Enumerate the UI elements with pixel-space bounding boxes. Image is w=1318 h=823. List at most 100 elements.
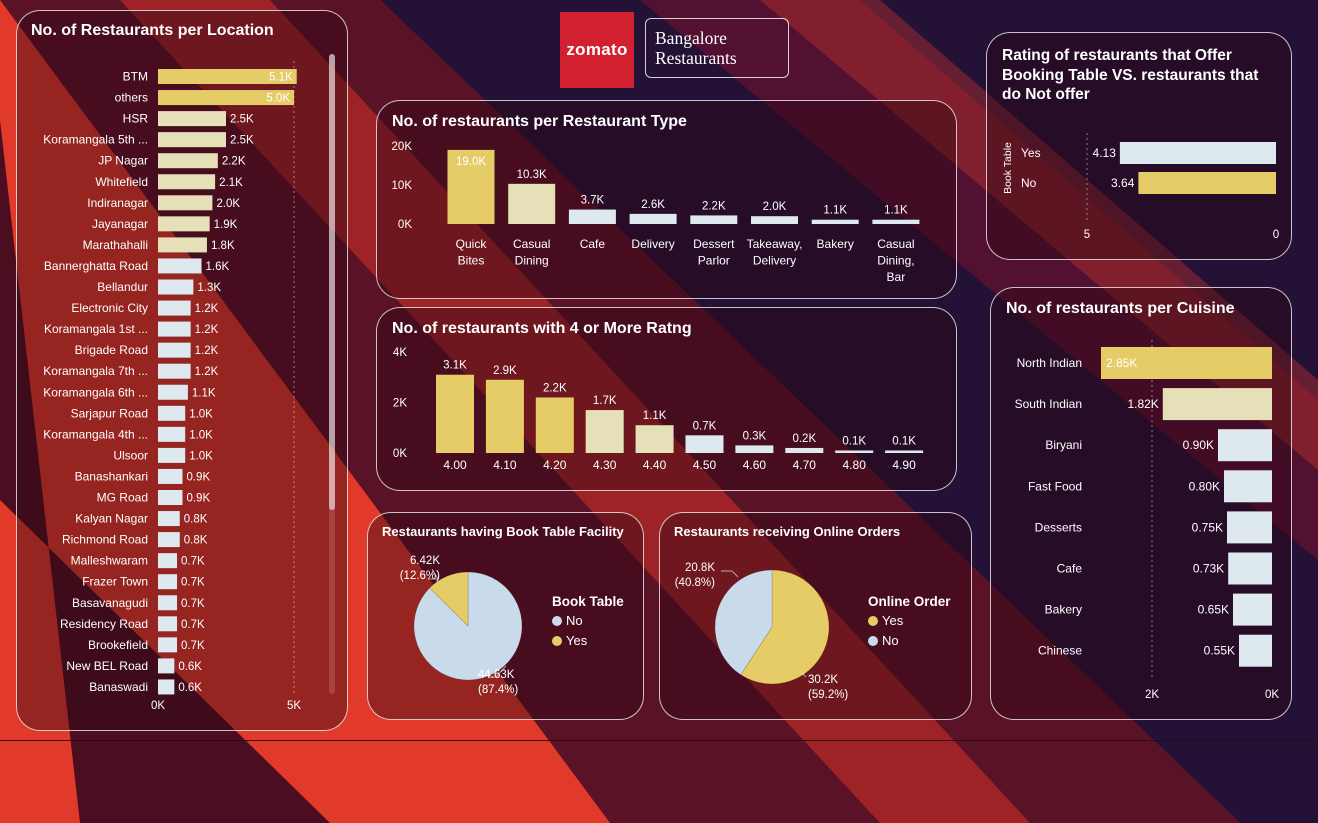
location-data-label: 2.5K (230, 114, 254, 126)
restaurant-type-panel: No. of restaurants per Restaurant Type 0… (376, 100, 957, 299)
type-category-label: Cafe (580, 237, 606, 251)
legend-item-no[interactable]: No (552, 613, 624, 628)
type-bar (447, 149, 495, 224)
rating-category-label: 4.90 (892, 458, 916, 472)
cuisine-bar (1218, 429, 1272, 462)
location-bar (158, 658, 175, 674)
location-bar (158, 511, 180, 527)
cuisine-bar (1233, 593, 1272, 626)
cuisine-data-label: 2.85K (1106, 356, 1137, 370)
rating-category-label: 4.60 (743, 458, 767, 472)
location-category-label: BTM (123, 70, 148, 84)
rating-y-tick: 2K (393, 398, 407, 410)
legend-item-no[interactable]: No (868, 633, 951, 648)
type-category-label: Quick (456, 237, 488, 251)
type-data-label: 3.7K (581, 195, 605, 207)
rating-bar (735, 445, 774, 453)
type-bar (690, 215, 738, 224)
location-category-label: Basavanagudi (72, 596, 148, 610)
cuisine-bar (1227, 511, 1272, 544)
rating-y-tick: 0K (393, 448, 407, 460)
location-scrollbar[interactable] (329, 54, 335, 694)
cuisine-data-label: 1.82K (1127, 397, 1158, 411)
type-category-label: Casual (877, 237, 914, 251)
legend-item-yes[interactable]: Yes (868, 613, 951, 628)
cuisine-bar (1239, 634, 1272, 667)
dashboard-title-line2: Restaurants (655, 48, 737, 68)
online-order-value-label: 20.8K (685, 562, 715, 574)
rating-category-label: 4.20 (543, 458, 567, 472)
booking-rating-data-label: 3.64 (1111, 176, 1135, 190)
cuisine-category-label: Bakery (1045, 603, 1082, 617)
legend-dot-no (868, 635, 878, 646)
rating-panel: No. of restaurants with 4 or More Ratng … (376, 307, 957, 491)
book-table-pie-chart: 44.63K (87.4%) 6.42K (12.6%) (400, 555, 523, 696)
location-category-label: Sarjapur Road (71, 406, 148, 420)
location-data-label: 0.6K (178, 682, 202, 694)
legend-dot-yes (868, 615, 878, 626)
rating-bar (485, 379, 524, 453)
location-category-label: Electronic City (71, 301, 148, 315)
rating-data-label: 3.1K (443, 360, 467, 372)
location-bar (158, 574, 178, 590)
location-scrollbar-thumb[interactable] (329, 54, 335, 510)
location-bar (158, 468, 183, 484)
booking-rating-bar (1119, 142, 1276, 164)
location-data-label: 1.1K (192, 387, 216, 399)
location-chart-title: No. of Restaurants per Location (31, 22, 274, 39)
online-order-pie-title: Restaurants receiving Online Orders (674, 524, 901, 539)
rating-category-label: 4.00 (443, 458, 467, 472)
cuisine-bar (1224, 470, 1272, 503)
legend-item-yes[interactable]: Yes (552, 633, 624, 648)
book-table-slice (429, 571, 469, 627)
location-category-label: Brigade Road (75, 343, 148, 357)
zomato-logo: zomato (560, 12, 634, 88)
rating-data-label: 1.1K (643, 410, 667, 422)
location-category-label: Koramangala 4th ... (43, 427, 148, 441)
booking-rating-data-label: 4.13 (1093, 146, 1117, 160)
type-bar (751, 216, 798, 224)
location-data-label: 0.7K (181, 556, 205, 568)
legend-dot-no (552, 615, 562, 626)
location-bar (158, 195, 213, 211)
rating-category-label: 4.80 (843, 458, 867, 472)
location-data-label: 0.7K (181, 577, 205, 589)
location-data-label: 5.0K (266, 93, 290, 105)
type-category-label: Casual (513, 237, 550, 251)
location-bar (158, 174, 216, 190)
type-data-label: 1.1K (884, 205, 908, 217)
location-category-label: Bellandur (97, 280, 148, 294)
cuisine-data-label: 0.90K (1183, 438, 1214, 452)
cuisine-data-label: 0.80K (1189, 479, 1220, 493)
location-data-label: 0.7K (181, 640, 205, 652)
location-bar (158, 111, 226, 127)
online-order-value-label: 30.2K (808, 674, 838, 686)
location-bar (158, 553, 178, 569)
location-category-label: New BEL Road (66, 659, 148, 673)
cuisine-category-label: Chinese (1038, 644, 1082, 658)
location-data-label: 2.5K (230, 135, 254, 147)
online-order-slice (714, 569, 773, 676)
location-category-label: Banaswadi (89, 680, 148, 694)
type-y-tick: 20K (392, 141, 413, 153)
booking-rating-panel: Rating of restaurants that Offer Booking… (986, 32, 1292, 260)
location-data-label: 1.2K (195, 324, 219, 336)
cuisine-bar (1228, 552, 1272, 585)
location-category-label: Brookefield (88, 638, 148, 652)
location-bar (158, 258, 202, 274)
cuisine-data-label: 0.73K (1193, 562, 1224, 576)
book-table-pie-title: Restaurants having Book Table Facility (382, 524, 624, 539)
location-category-label: Marathahalli (83, 238, 148, 252)
location-data-label: 2.0K (216, 198, 240, 210)
location-data-label: 1.0K (189, 450, 213, 462)
type-data-label: 2.2K (702, 200, 726, 212)
location-category-label: Kalyan Nagar (75, 512, 148, 526)
location-data-label: 0.8K (184, 535, 208, 547)
booking-rating-y-axis-title: Book Table (1002, 142, 1014, 194)
location-category-label: Residency Road (60, 617, 148, 631)
location-category-label: Richmond Road (62, 533, 148, 547)
location-category-label: Bannerghatta Road (44, 259, 148, 273)
location-category-label: Jayanagar (92, 217, 148, 231)
booking-rating-bar (1138, 172, 1276, 194)
legend-dot-yes (552, 635, 562, 646)
